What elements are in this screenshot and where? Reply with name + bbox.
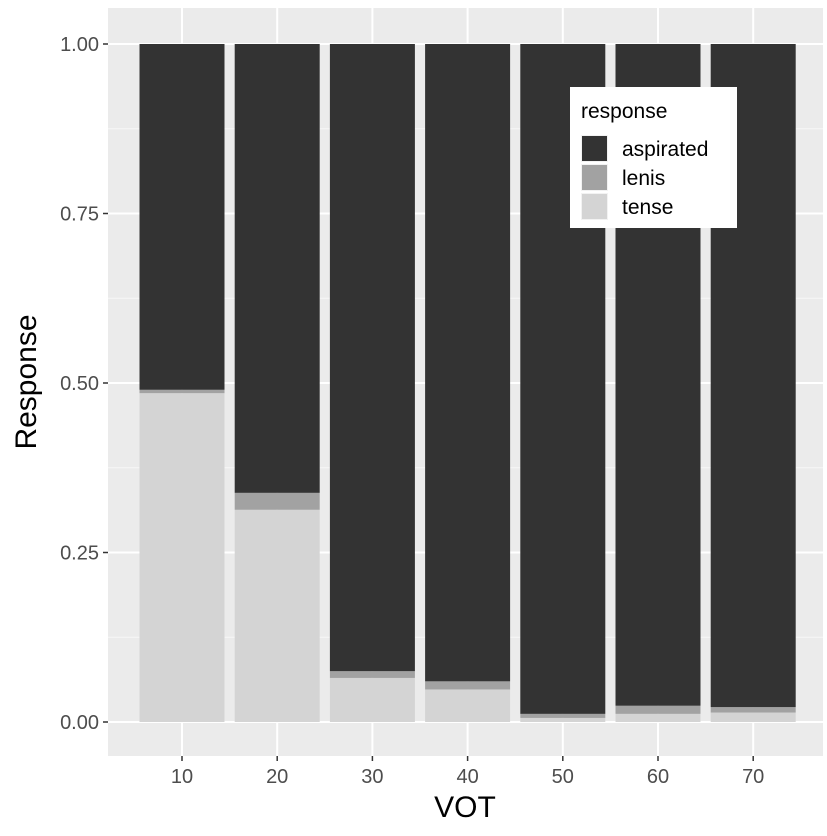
y-tick-label: 0.00 <box>60 712 99 734</box>
bar-segment-aspirated-10 <box>139 44 225 390</box>
legend-title: response <box>581 100 667 123</box>
y-tick-label: 0.25 <box>60 543 99 565</box>
bar-segment-tense-30 <box>329 677 415 722</box>
y-tick-label: 0.50 <box>60 373 99 395</box>
x-tick-label: 10 <box>171 766 193 788</box>
y-tick-label: 1.00 <box>60 34 99 56</box>
y-axis: 0.00 0.25 0.50 0.75 1.00 <box>60 34 108 734</box>
bar-segment-tense-20 <box>234 509 320 722</box>
legend-label-lenis: lenis <box>622 167 665 190</box>
bar-segment-lenis-60 <box>615 705 701 714</box>
y-tick-label: 0.75 <box>60 204 99 226</box>
legend-label-aspirated: aspirated <box>622 138 708 161</box>
bar-segment-lenis-10 <box>139 389 225 394</box>
x-tick-label: 70 <box>742 766 764 788</box>
bar-segment-lenis-30 <box>329 671 415 678</box>
bar-segment-lenis-20 <box>234 492 320 510</box>
x-tick-label: 20 <box>266 766 288 788</box>
x-tick-label: 40 <box>456 766 478 788</box>
bar-segment-aspirated-20 <box>234 44 320 493</box>
bar-segment-tense-70 <box>710 712 796 722</box>
bar-segment-lenis-40 <box>425 681 511 690</box>
x-axis: 10 20 30 40 50 60 70 <box>171 756 764 788</box>
bar-segment-lenis-70 <box>710 707 796 713</box>
bar-segment-tense-10 <box>139 393 225 722</box>
legend-swatch-aspirated <box>582 136 607 161</box>
bar-segment-tense-40 <box>425 689 511 722</box>
bars <box>139 44 796 722</box>
legend-swatch-tense <box>582 194 607 219</box>
bar-segment-aspirated-40 <box>425 44 511 682</box>
bar-segment-lenis-50 <box>520 713 606 718</box>
y-axis-title: Response <box>10 314 43 449</box>
x-axis-title: VOT <box>434 791 496 824</box>
x-tick-label: 30 <box>361 766 383 788</box>
x-tick-label: 50 <box>552 766 574 788</box>
legend-swatch-lenis <box>582 165 607 190</box>
legend: response aspirated lenis tense <box>570 87 737 228</box>
bar-segment-tense-60 <box>615 713 701 722</box>
legend-label-tense: tense <box>622 196 673 219</box>
bar-segment-tense-50 <box>520 717 606 722</box>
bar-segment-aspirated-30 <box>329 44 415 672</box>
x-tick-label: 60 <box>647 766 669 788</box>
